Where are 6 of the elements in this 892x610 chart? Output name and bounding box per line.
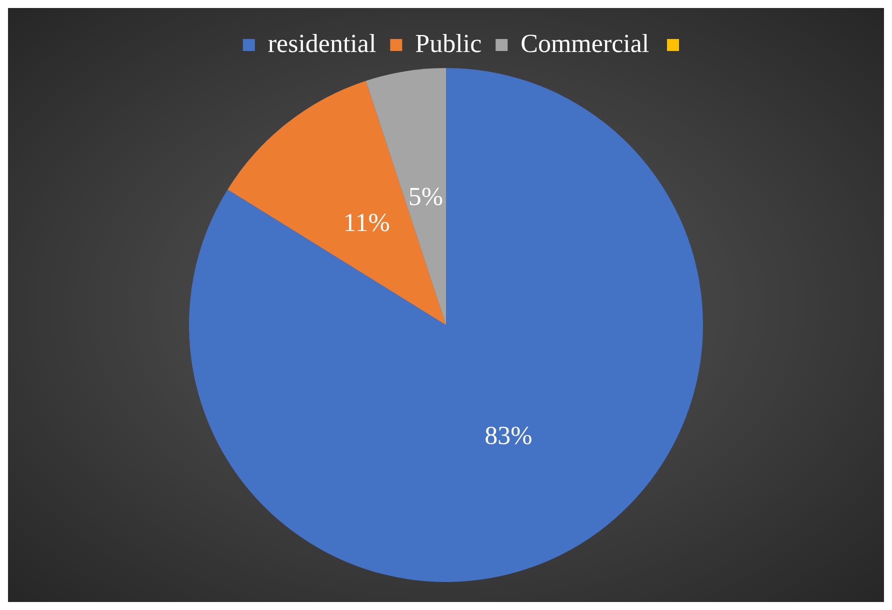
data-label: 5% — [408, 182, 444, 211]
legend-label: Public — [415, 28, 482, 58]
data-label: 83% — [484, 421, 532, 450]
legend-label: Commercial — [520, 28, 650, 58]
legend-label: residential — [268, 28, 376, 58]
data-label: 11% — [343, 208, 390, 237]
